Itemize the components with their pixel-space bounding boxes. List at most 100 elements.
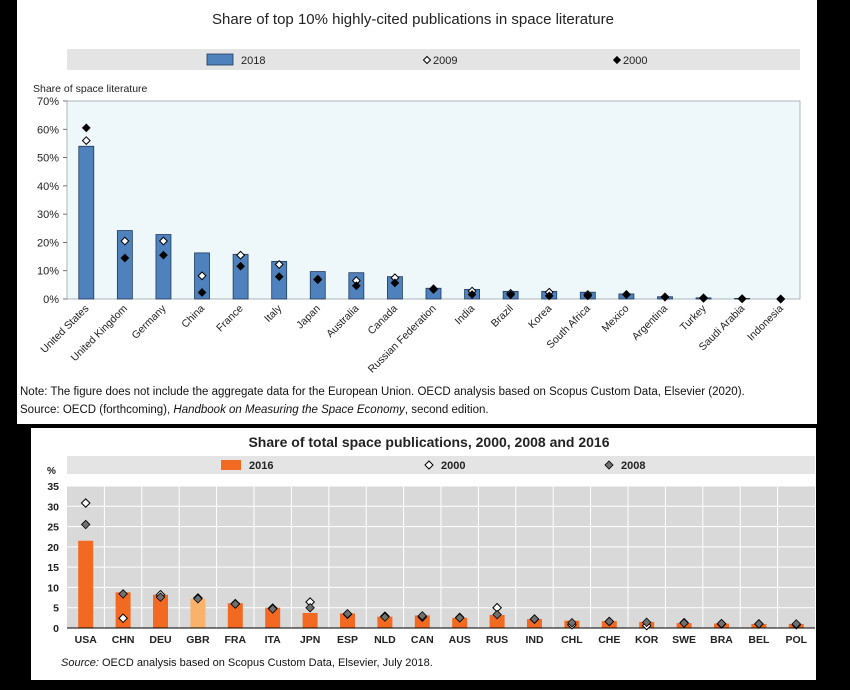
bottom-source-text: OECD analysis based on Scopus Custom Dat… bbox=[98, 657, 433, 669]
y-tick-label: 10 bbox=[47, 582, 59, 594]
marker-2009 bbox=[81, 136, 91, 146]
legend-label-2016: 2016 bbox=[249, 460, 273, 472]
marker-2008 bbox=[80, 519, 91, 530]
marker-2008 bbox=[267, 604, 278, 614]
y-tick-label: 5 bbox=[53, 603, 59, 615]
x-tick-label: SWE bbox=[672, 634, 696, 646]
marker-2008 bbox=[155, 592, 166, 602]
y-tick-label: 70% bbox=[37, 96, 59, 108]
marker-2009 bbox=[274, 259, 284, 269]
x-tick-label: France bbox=[214, 303, 246, 335]
marker-2000 bbox=[776, 294, 786, 304]
marker-2008 bbox=[454, 613, 465, 623]
top-source-prefix: Source: OECD (forthcoming), bbox=[20, 404, 174, 416]
y-axis-label: Share of space literature bbox=[33, 83, 148, 95]
marker-2000 bbox=[80, 498, 91, 508]
x-tick-label: CHN bbox=[112, 634, 135, 646]
bar-2016 bbox=[452, 617, 468, 628]
legend-marker-2000 bbox=[612, 55, 622, 65]
marker-2000 bbox=[506, 290, 516, 300]
y-tick-label: 40% bbox=[37, 181, 59, 193]
bar-2016 bbox=[190, 598, 206, 628]
marker-2000 bbox=[583, 291, 593, 301]
x-tick-label: India bbox=[453, 303, 478, 328]
marker-2000 bbox=[159, 250, 168, 260]
y-tick-label: 20 bbox=[47, 542, 59, 554]
marker-2008 bbox=[604, 616, 615, 627]
marker-2008 bbox=[716, 618, 727, 629]
y-tick-label: 0 bbox=[53, 623, 59, 635]
plot-area bbox=[66, 100, 801, 300]
bar-2016 bbox=[78, 540, 94, 628]
marker-2000 bbox=[467, 290, 477, 299]
marker-2000 bbox=[544, 291, 554, 301]
bar-2016 bbox=[227, 603, 243, 628]
marker-2008 bbox=[417, 611, 428, 621]
x-tick-label: ITA bbox=[265, 634, 282, 646]
x-tick-label: Turkey bbox=[678, 302, 709, 333]
x-tick-label: FRA bbox=[225, 634, 247, 646]
marker-2000 bbox=[351, 281, 361, 291]
x-tick-label: CHL bbox=[561, 634, 583, 646]
bottom-chart-panel: Share of total space publications, 2000,… bbox=[31, 428, 816, 680]
x-tick-label: CHE bbox=[598, 634, 620, 646]
marker-2000 bbox=[429, 285, 438, 295]
bottom-chart: Share of total space publications, 2000,… bbox=[47, 434, 815, 646]
y-tick-label: 50% bbox=[37, 153, 59, 165]
x-tick-label: JPN bbox=[300, 634, 320, 646]
legend-marker-2000 bbox=[424, 460, 434, 470]
marker-2000 bbox=[120, 253, 130, 263]
marker-2008 bbox=[118, 589, 128, 599]
x-tick-label: Indonesia bbox=[745, 303, 786, 344]
bar-2016 bbox=[340, 613, 355, 628]
legend-label-2008: 2008 bbox=[621, 460, 645, 472]
legend-marker-2008 bbox=[604, 460, 614, 470]
marker-2008 bbox=[342, 609, 353, 619]
y-tick-label: 30 bbox=[47, 501, 59, 513]
x-tick-label: Brazil bbox=[489, 303, 516, 330]
y-tick-label: 25 bbox=[47, 522, 59, 534]
marker-2008 bbox=[567, 617, 577, 628]
marker-2000 bbox=[274, 272, 284, 282]
marker-2000 bbox=[236, 261, 245, 271]
legend-label-2000: 2000 bbox=[623, 55, 647, 67]
x-tick-label: Australia bbox=[324, 303, 361, 340]
chart-title: Share of top 10% highly-cited publicatio… bbox=[212, 11, 614, 28]
y-tick-label: 15 bbox=[47, 562, 59, 574]
y-tick-label: 60% bbox=[37, 124, 59, 136]
legend-swatch-2018 bbox=[206, 53, 234, 66]
bottom-source: Source: OECD analysis based on Scopus Cu… bbox=[61, 657, 433, 669]
legend-band bbox=[67, 49, 800, 70]
top-source-title: Handbook on Measuring the Space Economy bbox=[173, 404, 405, 416]
chart-title: Share of total space publications, 2000,… bbox=[248, 434, 609, 450]
bar-2016 bbox=[302, 612, 318, 628]
x-tick-label: USA bbox=[75, 634, 98, 646]
legend-label-2000: 2000 bbox=[441, 460, 465, 472]
x-tick-label: ESP bbox=[337, 634, 358, 646]
x-tick-label: AUS bbox=[449, 634, 471, 646]
marker-2000 bbox=[660, 292, 670, 302]
marker-2000 bbox=[313, 275, 323, 285]
x-tick-label: BEL bbox=[748, 634, 770, 646]
marker-2009 bbox=[236, 250, 246, 260]
x-tick-label: RUS bbox=[486, 634, 508, 646]
x-tick-label: Mexico bbox=[600, 303, 632, 335]
x-tick-label: China bbox=[179, 303, 207, 331]
x-tick-label: NLD bbox=[374, 634, 396, 646]
bar-2018 bbox=[155, 234, 172, 300]
bar-2016 bbox=[377, 616, 393, 628]
bar-2016 bbox=[265, 607, 281, 628]
marker-2009 bbox=[158, 236, 168, 246]
marker-2000 bbox=[390, 278, 400, 288]
bar-2018 bbox=[116, 230, 133, 300]
y-tick-label: 0% bbox=[43, 294, 59, 306]
marker-2000 bbox=[699, 294, 708, 303]
marker-2008 bbox=[679, 618, 689, 628]
marker-2000 bbox=[622, 290, 631, 299]
x-tick-label: IND bbox=[525, 634, 544, 646]
marker-2008 bbox=[492, 609, 502, 620]
x-tick-label: KOR bbox=[635, 634, 659, 646]
marker-2008 bbox=[641, 617, 652, 628]
marker-2009 bbox=[197, 271, 207, 281]
top-chart-panel: Share of top 10% highly-cited publicatio… bbox=[17, 0, 817, 424]
